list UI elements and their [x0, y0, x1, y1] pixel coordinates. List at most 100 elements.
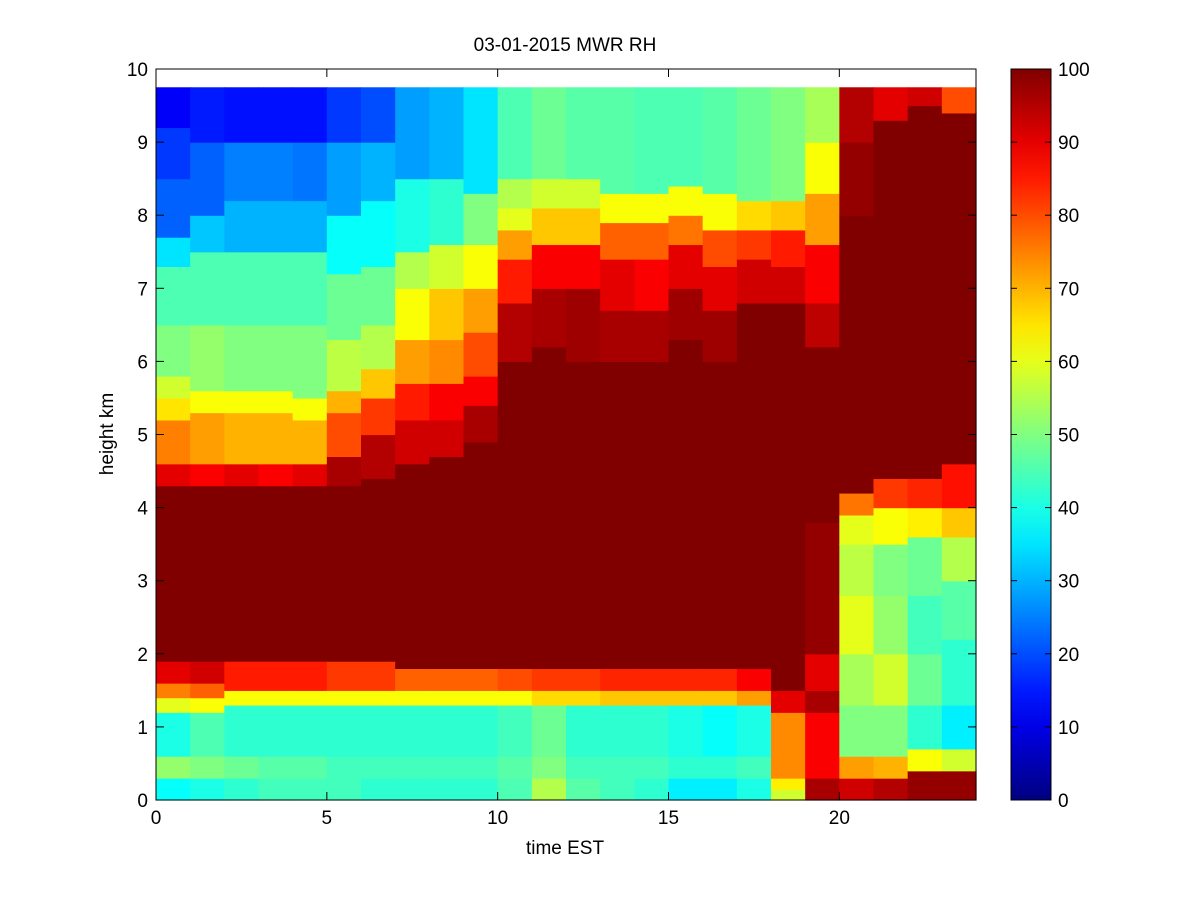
heatmap-cell: [634, 222, 670, 260]
heatmap-cell: [702, 87, 738, 194]
heatmap-cell: [566, 778, 601, 801]
heatmap-cell: [736, 778, 772, 801]
heatmap-cell: [531, 244, 567, 289]
heatmap-cell: [873, 778, 909, 801]
heatmap-cell: [190, 683, 225, 699]
heatmap-cell: [839, 215, 875, 494]
heatmap-cell: [326, 412, 362, 458]
heatmap-cell: [566, 207, 601, 246]
x-tick-label: 15: [658, 808, 679, 829]
heatmap-cell: [497, 229, 533, 260]
heatmap-cell: [805, 419, 840, 523]
heatmap-cell: [839, 492, 875, 516]
y-tick-label: 8: [137, 206, 148, 227]
y-tick-label: 4: [137, 499, 148, 520]
heatmap-cell: [702, 310, 738, 362]
heatmap-cell: [361, 142, 396, 202]
heatmap-cell: [326, 273, 362, 341]
heatmap-cell: [873, 120, 909, 479]
heatmap-cell: [668, 288, 704, 341]
heatmap-cell: [292, 704, 328, 757]
heatmap-cell: [873, 544, 909, 596]
heatmap-cell: [702, 756, 738, 779]
heatmap-cell: [292, 87, 328, 143]
heatmap-cell: [326, 339, 362, 392]
heatmap-cell: [156, 87, 191, 129]
heatmap-cell: [156, 485, 191, 662]
heatmap-cell: [839, 778, 875, 801]
heatmap-cell: [839, 514, 875, 545]
heatmap-cell: [361, 661, 396, 691]
heatmap-cell: [292, 142, 328, 202]
heatmap-cell: [156, 463, 191, 487]
heatmap-cell: [702, 266, 738, 311]
heatmap-cell: [258, 200, 294, 253]
heatmap-cell: [395, 87, 430, 180]
heatmap-cell: [463, 756, 499, 779]
heatmap-cell: [190, 251, 225, 326]
colorbar-tick-label: 80: [1058, 206, 1079, 227]
heatmap-cell: [156, 712, 191, 757]
plot-area: [156, 87, 977, 801]
heatmap-cell: [634, 704, 670, 757]
heatmap-cell: [395, 339, 430, 384]
heatmap-cell: [839, 653, 875, 706]
heatmap-cell: [805, 522, 840, 655]
heatmap-cell: [224, 390, 260, 414]
heatmap-cell: [600, 87, 635, 194]
heatmap-cell: [907, 87, 943, 107]
heatmap-cell: [531, 346, 567, 670]
heatmap-cell: [941, 748, 977, 772]
heatmap-cell: [907, 770, 943, 801]
heatmap-cell: [429, 383, 465, 421]
heatmap-cell: [156, 266, 191, 326]
heatmap-cell: [873, 595, 909, 655]
heatmap-cell: [839, 756, 875, 779]
heatmap-cell: [361, 368, 396, 399]
heatmap-cell: [395, 288, 430, 341]
heatmap-cell: [668, 704, 704, 757]
heatmap-cell: [463, 704, 499, 757]
heatmap-cell: [190, 756, 225, 779]
heatmap-cell: [292, 756, 328, 779]
heatmap-cell: [497, 302, 533, 362]
y-tick-label: 1: [137, 718, 148, 739]
heatmap-cell: [805, 778, 840, 801]
heatmap-cell: [634, 668, 670, 691]
heatmap-cell: [224, 756, 260, 779]
heatmap-cell: [190, 324, 225, 392]
heatmap-cell: [224, 324, 260, 392]
heatmap-cell: [600, 222, 635, 260]
heatmap-cell: [668, 215, 704, 246]
heatmap-cell: [600, 778, 635, 801]
heatmap-cell: [429, 178, 465, 246]
heatmap-cell: [463, 332, 499, 377]
heatmap-cell: [156, 178, 191, 238]
heatmap-cell: [736, 87, 772, 202]
heatmap-cell: [736, 200, 772, 231]
heatmap-cell: [805, 302, 840, 348]
heatmap-cell: [600, 361, 635, 670]
heatmap-cell: [736, 668, 772, 691]
heatmap-cell: [224, 142, 260, 202]
heatmap-cell: [805, 653, 840, 691]
heatmap-cell: [429, 339, 465, 384]
heatmap-cell: [839, 142, 875, 216]
heatmap-cell: [429, 756, 465, 779]
heatmap-cell: [497, 361, 533, 670]
heatmap-cell: [702, 668, 738, 691]
heatmap-cell: [600, 310, 635, 362]
heatmap-cell: [292, 419, 328, 465]
heatmap-cell: [873, 756, 909, 779]
heatmap-cell: [600, 690, 635, 706]
heatmap-cell: [839, 87, 875, 143]
heatmap-cell: [156, 397, 191, 421]
heatmap-cell: [805, 712, 840, 779]
heatmap-cell: [839, 595, 875, 655]
heatmap-cell: [156, 324, 191, 377]
heatmap-cell: [497, 668, 533, 691]
y-tick-label: 9: [137, 133, 148, 154]
heatmap-cell: [805, 346, 840, 421]
